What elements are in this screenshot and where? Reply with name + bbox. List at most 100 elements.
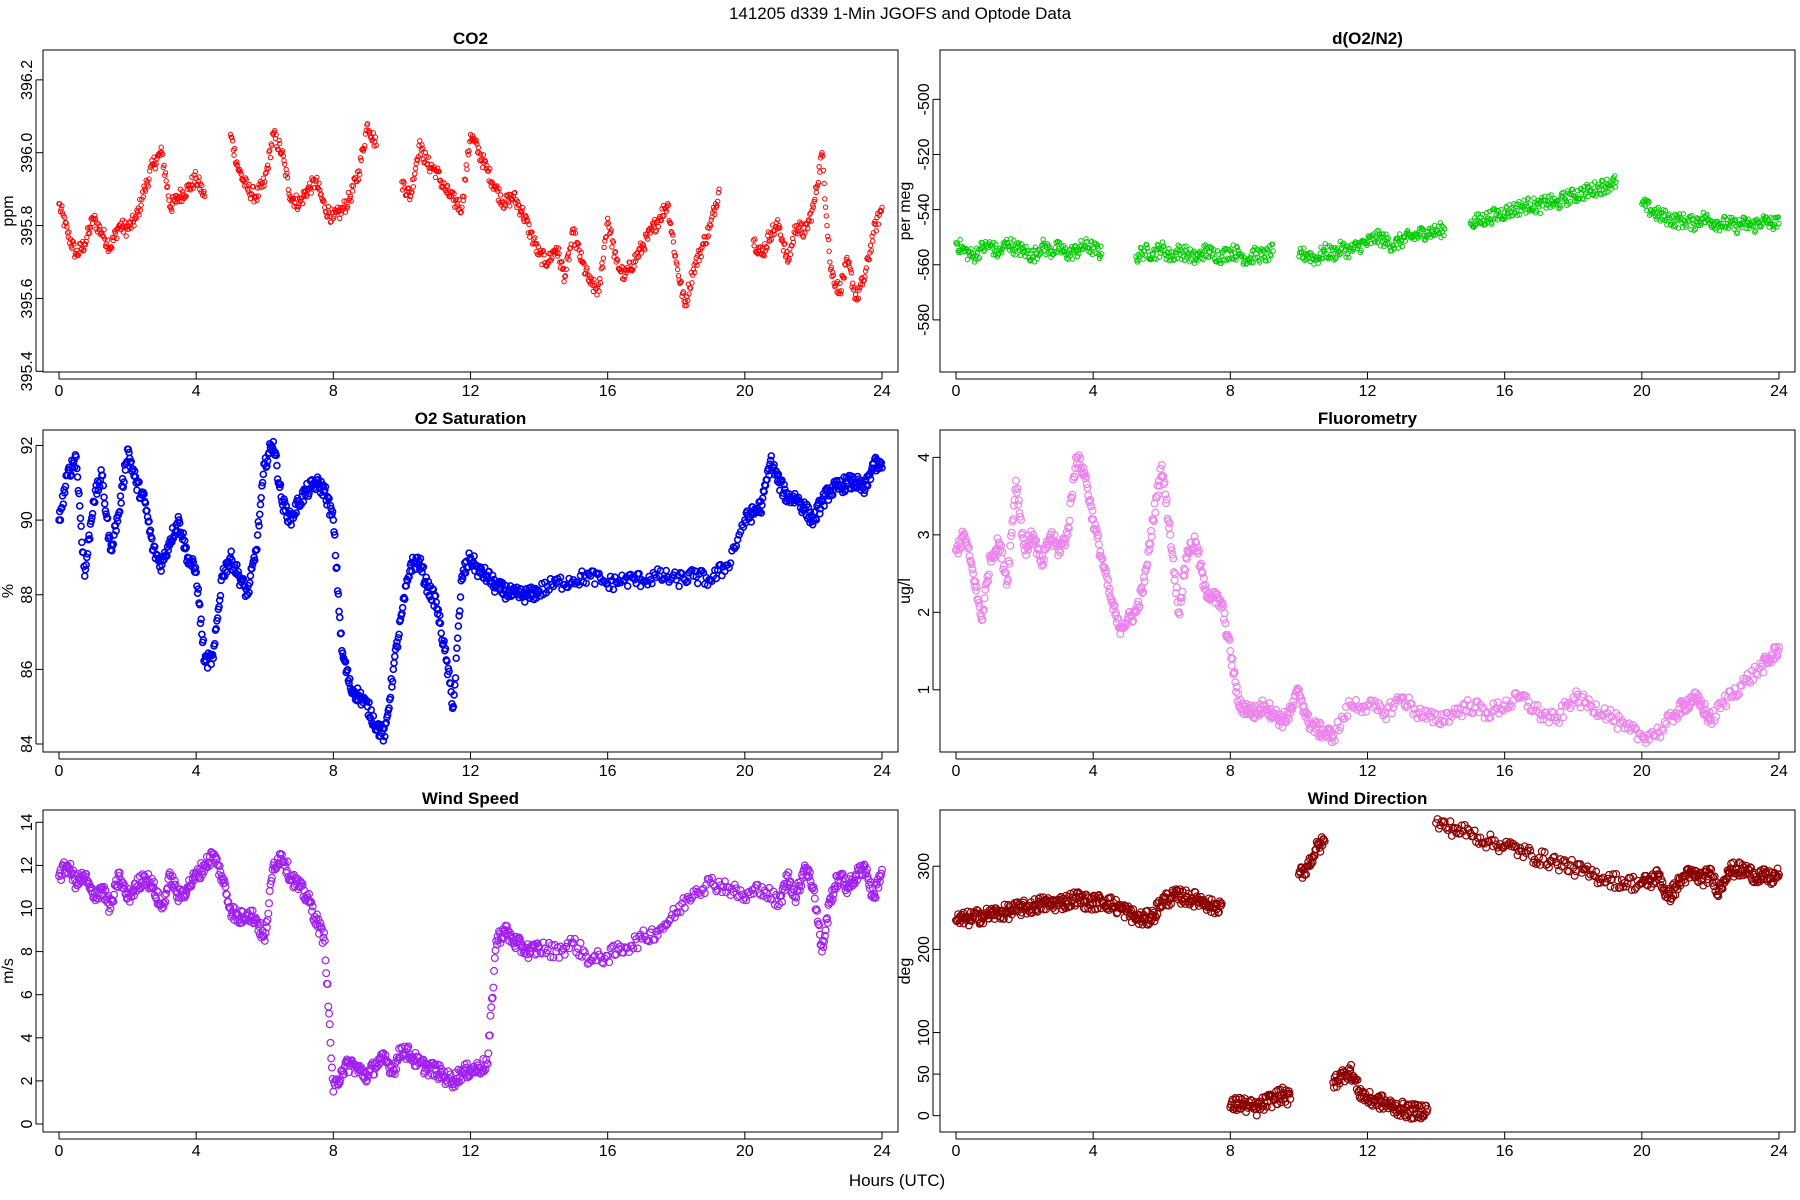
data-point bbox=[96, 226, 102, 233]
data-point bbox=[561, 278, 567, 285]
data-point bbox=[149, 161, 156, 168]
data-point bbox=[607, 229, 614, 236]
data-point bbox=[341, 198, 347, 204]
data-point bbox=[308, 190, 314, 196]
data-point bbox=[256, 500, 265, 509]
data-point bbox=[598, 265, 604, 272]
data-point bbox=[1140, 577, 1149, 586]
data-point bbox=[694, 262, 700, 268]
data-point bbox=[59, 203, 65, 209]
data-point bbox=[589, 282, 596, 289]
data-point bbox=[692, 269, 698, 276]
data-point bbox=[1151, 508, 1160, 517]
data-point bbox=[373, 142, 379, 149]
data-point bbox=[142, 188, 149, 194]
data-point bbox=[422, 149, 429, 156]
data-point bbox=[1531, 195, 1537, 201]
data-point bbox=[655, 223, 662, 230]
y-tick-label: 4 bbox=[916, 453, 933, 462]
data-point bbox=[957, 236, 963, 243]
data-point bbox=[137, 207, 144, 213]
data-point bbox=[1014, 496, 1023, 505]
data-point bbox=[670, 239, 677, 245]
data-point bbox=[1065, 516, 1074, 525]
data-point bbox=[486, 1011, 495, 1020]
data-point bbox=[164, 183, 171, 190]
y-tick-label: 2 bbox=[19, 1076, 36, 1085]
data-point bbox=[1352, 696, 1361, 705]
data-point bbox=[1170, 576, 1179, 585]
data-point bbox=[243, 176, 249, 183]
data-point bbox=[1231, 678, 1240, 687]
data-point bbox=[176, 193, 182, 200]
data-point bbox=[477, 151, 484, 157]
y-tick-label: 92 bbox=[19, 436, 36, 454]
data-point bbox=[1712, 712, 1721, 721]
y-tick-label: -580 bbox=[916, 304, 933, 336]
data-point bbox=[316, 180, 322, 186]
x-tick-label: 16 bbox=[599, 1143, 617, 1160]
data-point bbox=[1604, 176, 1610, 183]
data-point bbox=[179, 189, 186, 195]
data-point bbox=[572, 230, 579, 236]
data-point bbox=[813, 189, 819, 196]
data-point bbox=[469, 133, 476, 139]
data-point bbox=[262, 179, 268, 185]
data-point bbox=[627, 259, 633, 265]
data-point bbox=[348, 198, 354, 204]
data-point bbox=[432, 174, 439, 181]
data-point bbox=[281, 157, 287, 164]
data-point bbox=[321, 199, 327, 205]
x-tick-label: 8 bbox=[329, 1143, 338, 1160]
data-point bbox=[559, 259, 565, 265]
data-point bbox=[497, 192, 504, 198]
data-point bbox=[554, 250, 560, 257]
x-tick-label: 20 bbox=[736, 763, 754, 780]
data-point bbox=[168, 206, 174, 212]
data-point bbox=[644, 236, 651, 242]
data-point bbox=[677, 279, 684, 286]
data-point bbox=[276, 137, 282, 144]
data-point bbox=[822, 204, 829, 210]
data-point bbox=[349, 188, 356, 194]
data-point bbox=[1159, 239, 1166, 245]
data-point bbox=[454, 201, 461, 207]
data-point bbox=[1171, 569, 1180, 578]
data-point bbox=[480, 152, 487, 158]
data-point bbox=[87, 230, 93, 236]
data-point bbox=[555, 245, 562, 251]
data-point bbox=[638, 250, 644, 256]
data-point bbox=[150, 160, 157, 167]
data-point bbox=[343, 198, 349, 204]
data-point bbox=[436, 168, 442, 175]
data-point bbox=[229, 134, 235, 141]
data-point bbox=[165, 193, 172, 199]
data-point bbox=[462, 176, 468, 182]
data-point bbox=[109, 245, 115, 251]
data-point bbox=[166, 197, 172, 203]
data-point bbox=[563, 266, 569, 273]
data-point bbox=[357, 171, 363, 177]
data-point bbox=[622, 273, 628, 280]
x-tick-label: 16 bbox=[1496, 383, 1514, 400]
data-point bbox=[1776, 220, 1782, 227]
data-point bbox=[62, 214, 68, 220]
data-point bbox=[137, 196, 143, 203]
x-tick-label: 24 bbox=[873, 763, 891, 780]
data-point bbox=[322, 969, 331, 978]
data-point bbox=[269, 142, 275, 149]
data-point bbox=[282, 161, 288, 167]
x-tick-label: 4 bbox=[1089, 763, 1098, 780]
data-point bbox=[519, 204, 526, 211]
data-point bbox=[412, 165, 419, 172]
data-point bbox=[674, 266, 681, 273]
data-point bbox=[659, 206, 665, 212]
y-tick-label: 1 bbox=[916, 685, 933, 694]
data-point bbox=[1537, 210, 1544, 217]
data-point bbox=[824, 222, 830, 229]
data-point bbox=[80, 572, 89, 580]
data-point bbox=[619, 263, 625, 270]
data-point bbox=[324, 214, 330, 220]
data-point bbox=[237, 166, 243, 173]
